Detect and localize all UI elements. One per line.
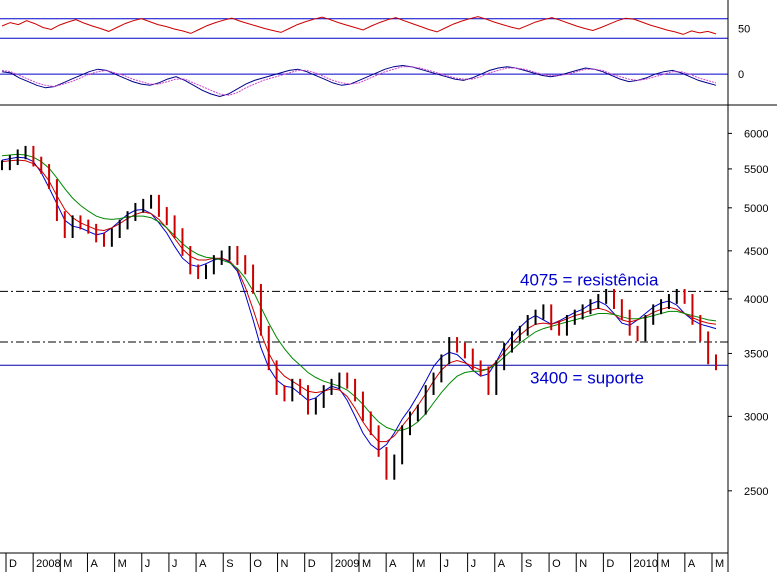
top-y-tick-label: 50 xyxy=(738,24,750,36)
x-tick-label: A xyxy=(199,558,207,570)
x-tick-label: M xyxy=(63,558,72,570)
price-panel: 6000 5500 5000 4500 4000 3500 3000 2500 xyxy=(0,128,768,498)
x-tick-label: A xyxy=(90,558,98,570)
x-tick-label: O xyxy=(253,558,262,570)
annotations-layer: 4075 = resistência 3400 = suporte xyxy=(520,270,659,387)
price-y-tick-label: 3500 xyxy=(744,348,768,360)
price-y-tick-label: 6000 xyxy=(744,128,768,140)
moving-average-line-1 xyxy=(1,159,717,443)
x-tick-label: N xyxy=(281,558,289,570)
x-tick-label: S xyxy=(525,558,532,570)
x-tick-label: A xyxy=(498,558,506,570)
x-tick-label: D xyxy=(606,558,614,570)
x-tick-label: M xyxy=(715,558,724,570)
annotation-label: 4075 = resistência xyxy=(520,270,659,289)
mid-y-tick-label: 0 xyxy=(738,69,744,81)
moving-average-line-0 xyxy=(1,156,717,452)
x-tick-label: M xyxy=(416,558,425,570)
top-series-line-0 xyxy=(1,16,717,35)
x-tick-label: D xyxy=(308,558,316,570)
x-tick-label: S xyxy=(226,558,233,570)
x-tick-label: J xyxy=(471,558,477,570)
price-y-tick-label: 4000 xyxy=(744,294,768,306)
price-y-tick-label: 2500 xyxy=(744,486,768,498)
x-tick-label: A xyxy=(389,558,397,570)
x-tick-label: D xyxy=(9,558,17,570)
x-tick-label: J xyxy=(443,558,449,570)
price-y-tick-label: 5000 xyxy=(744,203,768,215)
price-y-tick-label: 3000 xyxy=(744,411,768,423)
x-tick-label: N xyxy=(579,558,587,570)
x-tick-label: 2010 xyxy=(634,558,658,570)
x-tick-label: J xyxy=(145,558,151,570)
x-tick-label: M xyxy=(362,558,371,570)
annotation-label: 3400 = suporte xyxy=(530,368,644,387)
price-y-tick-label: 4500 xyxy=(744,246,768,258)
x-tick-label: M xyxy=(661,558,670,570)
x-tick-label: O xyxy=(552,558,561,570)
x-tick-label: J xyxy=(172,558,178,570)
x-tick-label: 2009 xyxy=(335,558,359,570)
x-tick-label: A xyxy=(688,558,696,570)
oscillator-middle-panel: 0 xyxy=(0,64,744,98)
x-tick-label: M xyxy=(118,558,127,570)
x-axis: D 2008 M A M J J A S O N D 2009 M A M J J A S O N D 2010 M A M xyxy=(5,553,724,572)
oscillator-top-panel: 50 xyxy=(0,16,750,39)
x-tick-label: 2008 xyxy=(36,558,60,570)
moving-average-line-2 xyxy=(1,153,717,431)
price-y-tick-label: 5500 xyxy=(744,164,768,176)
mid-series-line-1 xyxy=(1,66,717,96)
